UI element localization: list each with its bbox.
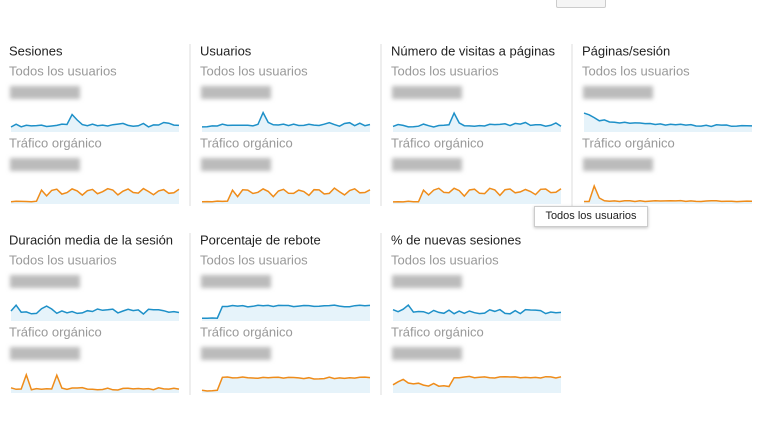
sparkline — [10, 187, 180, 203]
blurred-value — [392, 158, 462, 171]
widget-title: Porcentaje de rebote — [200, 232, 321, 247]
segment-label: Todos los usuarios — [9, 252, 117, 267]
tooltip: Todos los usuarios — [534, 206, 648, 227]
blurred-value — [392, 86, 462, 99]
sparkline-area — [393, 376, 561, 393]
sparkline-area — [202, 112, 370, 132]
sparkline — [392, 375, 562, 388]
blurred-value — [10, 275, 80, 288]
widget-title: Sesiones — [9, 43, 63, 58]
sparkline-area — [11, 374, 179, 393]
segment-label: Tráfico orgánico — [391, 324, 484, 339]
sparkline — [392, 304, 562, 315]
widget-title: % de nuevas sesiones — [391, 232, 522, 247]
segment-label: Todos los usuarios — [200, 252, 308, 267]
sparkline — [201, 187, 371, 203]
toolbar-button[interactable] — [556, 0, 606, 8]
sparkline-area — [584, 113, 752, 132]
widget-title: Páginas/sesión — [582, 43, 670, 58]
widget-title: Número de visitas a páginas — [391, 43, 556, 58]
segment-label: Todos los usuarios — [391, 63, 499, 78]
sparkline — [392, 111, 562, 128]
sparkline — [392, 187, 562, 203]
blurred-value — [201, 158, 271, 171]
sparkline-area — [11, 305, 179, 321]
segment-label: Tráfico orgánico — [200, 324, 293, 339]
sparkline-area — [202, 377, 370, 393]
sparkline-area — [11, 114, 179, 132]
blurred-value — [201, 347, 271, 360]
blurred-value — [201, 86, 271, 99]
sparkline — [10, 113, 180, 128]
blurred-value — [583, 86, 653, 99]
segment-label: Todos los usuarios — [9, 63, 117, 78]
segment-label: Tráfico orgánico — [9, 324, 102, 339]
blurred-value — [10, 347, 80, 360]
sparkline — [201, 376, 371, 392]
segment-label: Todos los usuarios — [391, 252, 499, 267]
sparkline-area — [11, 188, 179, 204]
segment-label: Tráfico orgánico — [200, 135, 293, 150]
segment-label: Tráfico orgánico — [582, 135, 675, 150]
blurred-value — [10, 86, 80, 99]
segment-label: Todos los usuarios — [200, 63, 308, 78]
widget-title: Duración media de la sesión — [9, 232, 173, 247]
blurred-value — [10, 158, 80, 171]
blurred-value — [392, 347, 462, 360]
sparkline — [201, 304, 371, 320]
sparkline — [584, 183, 753, 203]
sparkline-area — [202, 188, 370, 204]
sparkline-area — [393, 113, 561, 132]
blurred-value — [201, 275, 271, 288]
blurred-value — [392, 275, 462, 288]
blurred-value — [583, 158, 653, 171]
segment-label: Todos los usuarios — [582, 63, 690, 78]
widget-title: Usuarios — [200, 43, 252, 58]
sparkline — [583, 112, 753, 128]
sparkline-area — [202, 305, 370, 321]
segment-label: Tráfico orgánico — [9, 135, 102, 150]
segment-label: Tráfico orgánico — [391, 135, 484, 150]
sparkline — [10, 372, 180, 391]
sparkline — [10, 304, 180, 315]
sparkline — [201, 110, 371, 128]
sparkline-area — [393, 305, 561, 321]
